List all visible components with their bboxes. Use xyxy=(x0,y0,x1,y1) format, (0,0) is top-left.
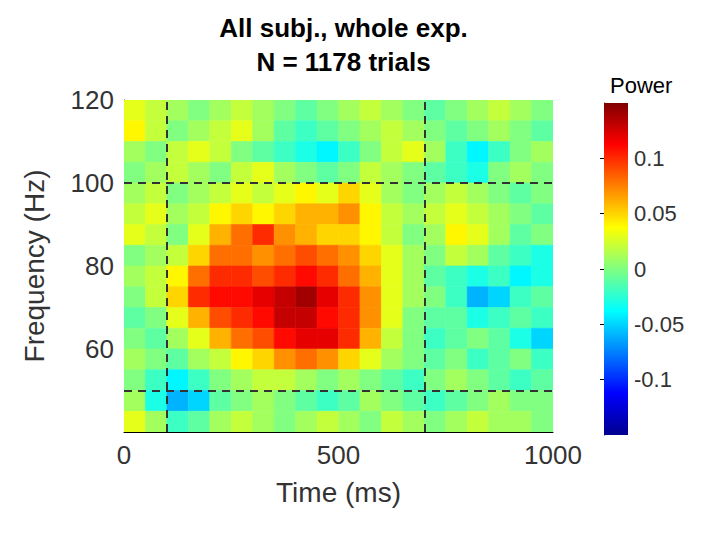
svg-text:120: 120 xyxy=(71,85,114,115)
svg-text:0: 0 xyxy=(634,257,646,282)
svg-text:80: 80 xyxy=(85,251,114,281)
svg-text:500: 500 xyxy=(317,440,360,470)
svg-text:Power: Power xyxy=(610,73,672,98)
svg-text:-0.05: -0.05 xyxy=(634,312,684,337)
svg-text:0.05: 0.05 xyxy=(634,201,677,226)
svg-text:All subj., whole exp.: All subj., whole exp. xyxy=(219,13,468,43)
svg-text:Time (ms): Time (ms) xyxy=(276,477,401,508)
svg-text:-0.1: -0.1 xyxy=(634,367,672,392)
svg-text:100: 100 xyxy=(71,168,114,198)
svg-text:1000: 1000 xyxy=(524,440,582,470)
svg-text:0.1: 0.1 xyxy=(634,146,665,171)
svg-text:0: 0 xyxy=(117,440,131,470)
svg-text:60: 60 xyxy=(85,334,114,364)
svg-text:Frequency (Hz): Frequency (Hz) xyxy=(19,170,50,363)
svg-text:N = 1178 trials: N = 1178 trials xyxy=(256,47,430,77)
